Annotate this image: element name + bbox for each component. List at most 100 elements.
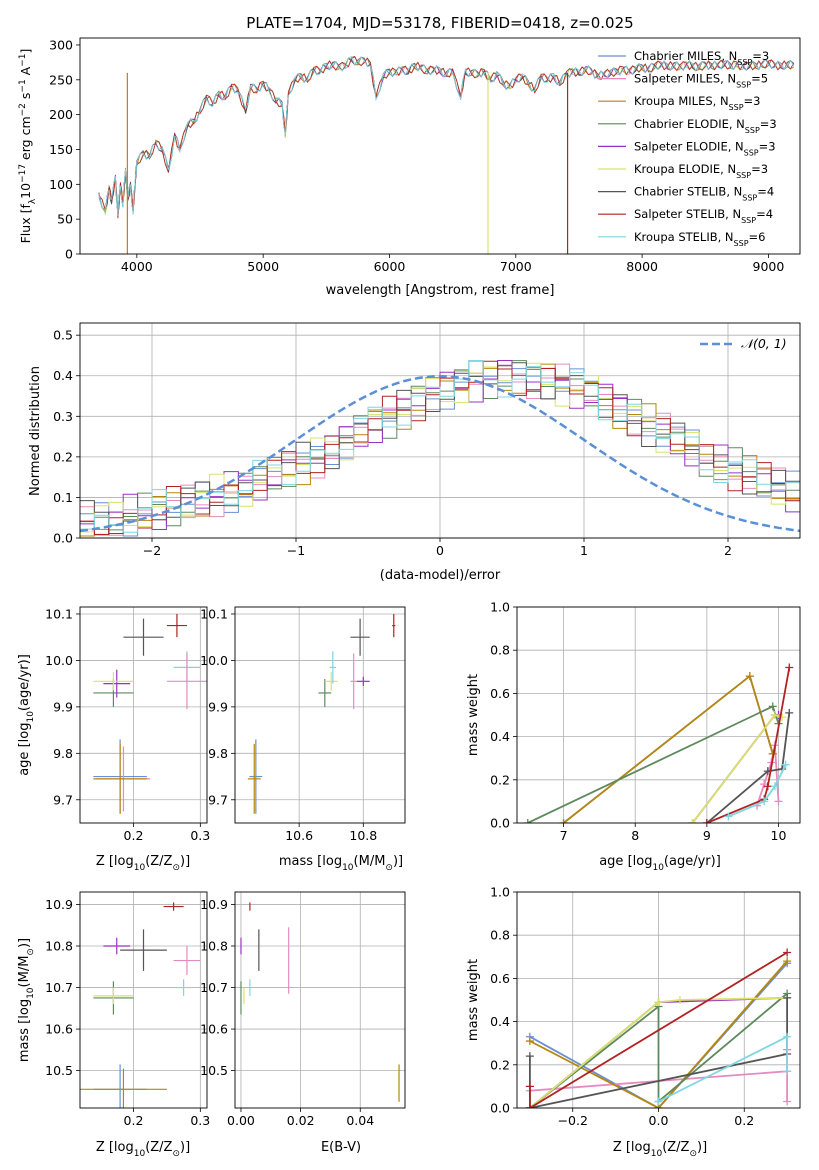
y-tick-label: 9.8 xyxy=(53,746,73,761)
ageZ-xlabel: Z [log10(Z/Z⊙)] xyxy=(96,854,190,873)
x-tick-label: 0 xyxy=(436,543,444,558)
legend-sub: SSP xyxy=(734,238,749,247)
axes-frame xyxy=(79,37,801,255)
errorbar-point xyxy=(103,669,131,698)
errorbar-point xyxy=(173,946,201,976)
weight-marker xyxy=(774,797,783,806)
x-tick-label: 7000 xyxy=(500,259,532,274)
weight-marker xyxy=(763,782,772,791)
spectrum-ylabel: Flux [fλ10−17 erg cm−2 s−1 A−1] xyxy=(18,49,38,244)
errorbar-point xyxy=(103,937,131,955)
massE-xlabel: E(B-V) xyxy=(321,1140,361,1155)
y-tick-label: 0.4 xyxy=(490,1014,510,1029)
spectrum-series-7 xyxy=(98,55,795,219)
x-tick-label: 6000 xyxy=(374,259,406,274)
legend-label: Salpeter ELODIE, NSSP=3 xyxy=(634,139,776,157)
weight-vs-age-panel: age [log10(age/yr)] mass weight 7 8 9 10 0.0… xyxy=(466,600,801,873)
legend-label: Kroupa ELODIE, NSSP=3 xyxy=(634,162,768,180)
errorbars xyxy=(240,902,400,1102)
y-tick-label: 10.5 xyxy=(200,1063,228,1078)
x-tick-label: −1 xyxy=(287,543,305,558)
weight-series xyxy=(529,960,788,1108)
y-tick-label: 0.6 xyxy=(490,686,510,701)
y-tick-label: 10.5 xyxy=(45,1063,73,1078)
weight-series xyxy=(728,764,787,818)
errorbars xyxy=(93,613,207,814)
x-tick-label: 4000 xyxy=(121,259,153,274)
spectrum-series-8 xyxy=(98,55,795,216)
weight-marker xyxy=(768,702,777,711)
legend-sub: SSP xyxy=(729,103,744,112)
weight-marker xyxy=(770,711,779,719)
y-tick-label: 9.9 xyxy=(53,699,73,714)
y-tick-label: 0.1 xyxy=(53,490,73,505)
axes-frame xyxy=(79,606,208,824)
weight-marker xyxy=(783,993,792,1002)
errorbar-point xyxy=(356,676,370,686)
spectrum-legend: Chabrier MILES, NSSP=3 Salpeter MILES, NS… xyxy=(598,49,777,247)
age-vs-mass-panel: mass [log10(M/M⊙)] 10.6 10.8 9.7 9.8 9.9 10.0… xyxy=(200,606,406,873)
y-tick-label: 1.0 xyxy=(490,885,510,900)
weight-marker xyxy=(525,1052,534,1061)
x-tick-label: 0.00 xyxy=(227,1113,255,1128)
weight-marker xyxy=(525,1104,534,1108)
mass-vs-ebv-panel: E(B-V) 0.00 0.02 0.04 10.5 10.6 10.7 10.8 10.9 xyxy=(200,891,406,1155)
y-tick-label: 10.0 xyxy=(200,653,228,668)
x-tick-label: 0.3 xyxy=(190,828,210,843)
legend-sub: SSP xyxy=(741,216,756,225)
weight-series xyxy=(563,674,774,823)
y-tick-label: 200 xyxy=(49,107,73,122)
errorbar-point xyxy=(324,672,338,691)
y-tick-label: 0.0 xyxy=(490,1101,510,1116)
x-tick-label: 2 xyxy=(724,543,732,558)
residuals-xlabel: (data-model)/error xyxy=(380,568,501,583)
legend-label: Kroupa STELIB, NSSP=6 xyxy=(634,230,765,248)
weight-marker xyxy=(785,663,794,672)
y-tick-label: 0.8 xyxy=(490,643,510,658)
y-tick-label: 300 xyxy=(49,37,73,52)
x-tick-label: −0.2 xyxy=(558,1113,588,1128)
x-tick-label: 10.6 xyxy=(285,828,313,843)
y-tick-label: 9.8 xyxy=(208,746,228,761)
weight-lines xyxy=(525,948,792,1108)
axes-frame xyxy=(516,606,801,824)
legend-label: 𝒩(0, 1) xyxy=(741,336,787,351)
x-tick-label: 10.8 xyxy=(349,828,377,843)
axes-frame xyxy=(234,891,406,1109)
weight-marker xyxy=(745,672,754,681)
weight-series xyxy=(529,962,788,1108)
x-tick-label: 8 xyxy=(631,828,639,843)
errorbar-point xyxy=(249,739,263,814)
errorbar-point xyxy=(392,613,396,638)
legend-value: =3 xyxy=(752,49,769,63)
massZ-xlabel: Z [log10(Z/Z⊙)] xyxy=(96,1140,190,1159)
weight-series xyxy=(706,667,791,823)
y-tick-label: 250 xyxy=(49,72,73,87)
x-tick-label: 5000 xyxy=(247,259,279,274)
y-tick-label: 0.5 xyxy=(53,328,73,343)
errorbar-point xyxy=(123,618,164,656)
weight-marker xyxy=(783,1067,792,1076)
x-tick-label: 0.04 xyxy=(346,1113,374,1128)
weight-marker xyxy=(760,797,769,806)
y-tick-label: 0.0 xyxy=(53,531,73,546)
x-tick-label: 9000 xyxy=(753,259,785,274)
errorbar-point xyxy=(166,613,187,638)
weight-series xyxy=(529,997,788,1108)
y-tick-label: 0 xyxy=(65,247,73,262)
weight-marker xyxy=(559,819,568,823)
ageM-xlabel: mass [log10(M/M⊙)] xyxy=(279,854,403,873)
legend-sub: SSP xyxy=(742,193,757,202)
y-tick-label: 9.9 xyxy=(208,699,228,714)
errorbar-point xyxy=(163,902,184,911)
weight-series xyxy=(529,996,788,1108)
y-tick-label: 10.1 xyxy=(200,606,228,621)
axes-frame xyxy=(516,891,801,1109)
weight-marker xyxy=(702,819,711,823)
weight-marker xyxy=(781,760,790,769)
y-tick-label: 10.8 xyxy=(200,939,228,954)
y-tick-label: 0.2 xyxy=(490,1057,510,1072)
legend-label: Kroupa MILES, NSSP=3 xyxy=(634,94,760,112)
y-tick-label: 0.2 xyxy=(53,449,73,464)
